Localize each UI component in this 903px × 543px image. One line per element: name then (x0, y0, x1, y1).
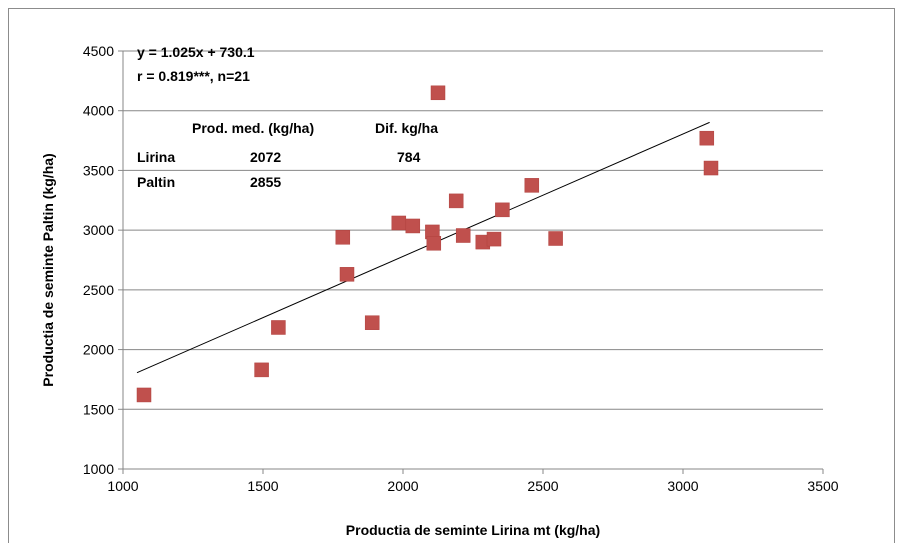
data-point-18 (548, 231, 563, 246)
data-point-11 (430, 85, 446, 101)
data-point-12 (448, 193, 464, 209)
y-tick-label-4000: 4000 (83, 103, 114, 119)
data-point-15 (486, 231, 502, 247)
data-point-6 (364, 315, 380, 330)
data-point-16 (495, 202, 510, 218)
data-points (136, 85, 719, 403)
data-point-7 (391, 215, 407, 231)
data-point-10 (426, 236, 442, 251)
data-point-8 (405, 218, 421, 234)
data-point-4 (335, 230, 351, 245)
chart-frame (8, 8, 895, 543)
regression-equation: y = 1.025x + 730.1 (137, 44, 255, 60)
data-point-19 (699, 130, 715, 146)
gridlines (123, 50, 823, 410)
x-tick-label-2000: 2000 (387, 478, 418, 494)
trendline-group (136, 121, 710, 374)
x-tick-label-1000: 1000 (107, 478, 138, 494)
x-tick-label-1500: 1500 (247, 478, 278, 494)
y-tick-label-1000: 1000 (83, 461, 114, 477)
data-point-5 (339, 267, 355, 282)
data-point-2 (254, 362, 269, 378)
data-point-3 (271, 320, 286, 335)
x-axis-title: Productia de seminte Lirina mt (kg/ha) (346, 522, 600, 538)
table-header-prod: Prod. med. (kg/ha) (192, 120, 314, 136)
y-tick-label-3500: 3500 (83, 162, 114, 178)
data-point-1 (136, 387, 152, 403)
x-tick-label-3000: 3000 (667, 478, 698, 494)
x-tick-label-2500: 2500 (527, 478, 558, 494)
table-row-paltin-name: Paltin (137, 174, 175, 190)
y-tick-label-1500: 1500 (83, 401, 114, 417)
table-header-dif: Dif. kg/ha (375, 120, 438, 136)
table-row-lirina-dif: 784 (397, 149, 421, 165)
table-row-lirina-prod: 2072 (250, 149, 281, 165)
trendline (136, 121, 710, 374)
x-tick-label-3500: 3500 (807, 478, 838, 494)
table-row-lirina-name: Lirina (137, 149, 175, 165)
y-tick-label-4500: 4500 (83, 43, 114, 59)
y-tick-labels: 1000 1500 2000 2500 3000 3500 4000 4500 (83, 43, 114, 477)
y-tick-label-2000: 2000 (83, 342, 114, 358)
data-point-13 (455, 228, 471, 243)
data-point-20 (703, 160, 719, 176)
data-point-17 (524, 178, 540, 193)
x-tick-labels: 1000 1500 2000 2500 3000 3500 (107, 478, 838, 494)
axes (118, 50, 824, 474)
table-row-paltin-prod: 2855 (250, 174, 281, 190)
y-tick-label-3000: 3000 (83, 222, 114, 238)
y-axis-title: Productia de seminte Paltin (kg/ha) (40, 153, 56, 386)
correlation-label: r = 0.819***, n=21 (137, 68, 250, 84)
y-tick-label-2500: 2500 (83, 282, 114, 298)
